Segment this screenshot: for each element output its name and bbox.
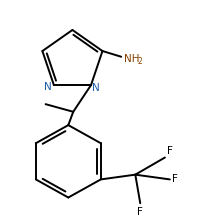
Text: N: N — [92, 83, 100, 93]
Text: N: N — [44, 82, 52, 92]
Text: 2: 2 — [138, 57, 143, 66]
Text: F: F — [167, 146, 173, 156]
Text: NH: NH — [124, 54, 140, 64]
Text: F: F — [137, 207, 143, 217]
Text: F: F — [172, 174, 178, 184]
